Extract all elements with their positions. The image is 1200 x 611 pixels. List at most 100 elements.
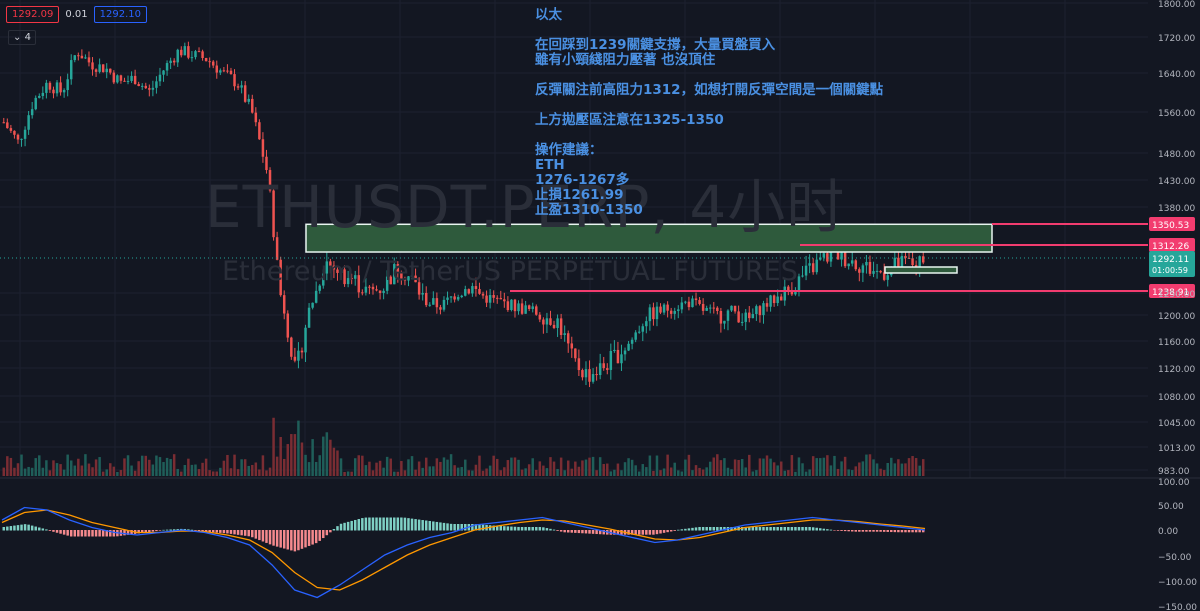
candle-body	[510, 299, 513, 311]
price-tick-label: 1080.00	[1158, 393, 1195, 403]
macd-histogram-bar	[339, 523, 343, 531]
macd-histogram-bar	[684, 528, 687, 531]
volume-bar	[20, 454, 23, 476]
candle-body	[858, 269, 861, 273]
macd-histogram-bar	[616, 530, 620, 535]
indicator-collapse-button[interactable]: ⌄ 4	[8, 30, 36, 45]
candle-body	[123, 80, 126, 82]
macd-histogram-bar	[144, 530, 148, 533]
candle-body	[506, 301, 510, 311]
macd-histogram-bar	[314, 530, 318, 544]
candle-body	[442, 299, 446, 310]
macd-histogram-bar	[304, 530, 307, 548]
macd-histogram-bar	[914, 530, 918, 533]
volume-bar	[233, 454, 236, 476]
candle-body	[55, 82, 59, 94]
macd-histogram-bar	[34, 526, 37, 531]
macd-histogram-bar	[669, 530, 673, 532]
candle-body	[790, 290, 794, 295]
candle-body	[41, 92, 45, 96]
candle-body	[918, 256, 921, 269]
macd-histogram-bar	[176, 529, 179, 531]
volume-bar	[779, 461, 783, 476]
volume-bar	[471, 470, 474, 476]
macd-histogram-bar	[261, 530, 265, 542]
volume-bar	[861, 461, 865, 476]
candle-body	[314, 290, 318, 303]
annotation-line: 雖有小頸綫阻力壓著 也沒頂住	[535, 52, 716, 68]
volume-bar	[719, 460, 723, 476]
candle-body	[694, 298, 698, 301]
macd-histogram-bar	[872, 530, 875, 532]
price-axis[interactable]: 1800.00 1720.00 1640.00 1560.00 1480.00 1430.…	[1158, 0, 1195, 477]
candle-body	[20, 138, 23, 140]
volume-bar	[197, 469, 201, 476]
candle-body	[921, 256, 925, 263]
candle-body	[609, 351, 613, 370]
candle-body	[219, 70, 222, 73]
candle-body	[698, 300, 701, 304]
volume-bar	[882, 470, 886, 476]
candle-body	[9, 128, 13, 131]
macd-histogram-bar	[513, 526, 517, 531]
volume-bar	[432, 466, 435, 476]
price-tick-label: 1200.00	[1158, 312, 1195, 322]
macd-histogram-bar	[755, 527, 758, 531]
volume-bar	[27, 466, 30, 476]
volume-bar	[144, 455, 148, 476]
volume-bar	[645, 467, 648, 476]
candle-body	[30, 109, 34, 116]
candle-body	[396, 264, 400, 273]
price-level-label: 1350.53	[1152, 221, 1189, 231]
candle-body	[87, 57, 91, 63]
candle-body	[801, 275, 804, 277]
volume-bar	[449, 454, 453, 476]
entry-zone[interactable]	[884, 266, 958, 274]
volume-bar	[169, 459, 172, 476]
macd-histogram-bar	[666, 530, 669, 533]
candle-body	[417, 282, 421, 295]
macd-histogram-bar	[819, 528, 822, 531]
volume-bar	[236, 469, 240, 476]
macd-histogram-bar	[137, 530, 140, 534]
macd-histogram-bar	[48, 530, 52, 531]
candle-body	[265, 156, 268, 171]
candle-body	[630, 339, 634, 344]
volume-bar	[396, 471, 400, 476]
candle-body	[684, 301, 687, 303]
volume-bar	[361, 455, 364, 476]
macd-histogram-bar	[911, 530, 914, 533]
macd-histogram-bar	[446, 523, 449, 531]
volume-bar	[900, 463, 904, 476]
macd-histogram-bar	[272, 530, 275, 546]
macd-histogram-bar	[854, 530, 858, 532]
supply-zone[interactable]	[305, 223, 993, 253]
volume-bar	[517, 459, 520, 476]
candle-body	[197, 51, 201, 53]
candle-body	[80, 55, 84, 59]
volume-bar	[921, 459, 925, 476]
close-value-badge[interactable]: 1292.10	[93, 6, 147, 23]
candle-body	[652, 307, 655, 320]
macd-histogram-bar	[815, 527, 818, 531]
macd-histogram-bar	[332, 529, 336, 531]
volume-bar	[598, 457, 602, 476]
volume-bar	[148, 459, 151, 476]
candle-body	[346, 278, 350, 285]
volume-bar	[140, 455, 144, 476]
macd-histogram-bar	[588, 530, 591, 534]
macd-histogram-bar	[190, 529, 194, 531]
volume-bar	[428, 466, 432, 476]
candle-body	[407, 276, 410, 281]
candle-body	[907, 257, 911, 259]
macd-histogram-bar	[6, 526, 9, 531]
candle-body	[400, 272, 403, 280]
volume-bar	[854, 466, 858, 476]
macd-histogram-bar	[907, 530, 911, 533]
open-value-badge[interactable]: 1292.09	[6, 6, 60, 23]
volume-bar	[2, 467, 6, 476]
candle-body	[357, 275, 361, 293]
indicator-count: 4	[24, 32, 31, 43]
macd-histogram-bar	[495, 525, 499, 531]
